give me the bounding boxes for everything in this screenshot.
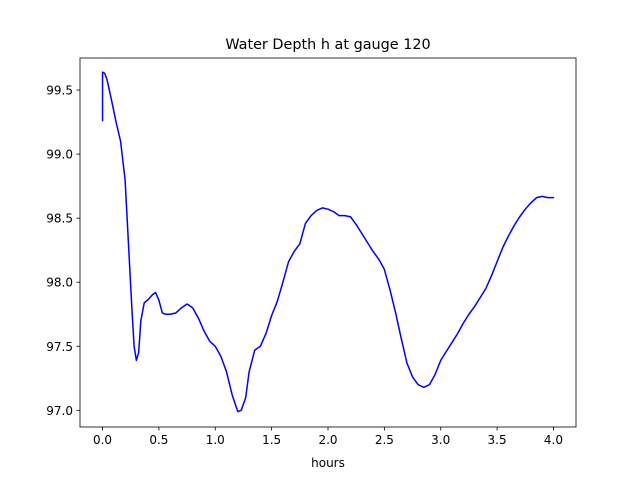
y-tick-label: 97.5 [46, 340, 73, 354]
x-axis: 0.0 0.5 1.0 1.5 2.0 2.5 3.0 3.5 4.0 [93, 427, 563, 447]
y-axis: 97.0 97.5 98.0 98.5 99.0 99.5 [46, 84, 80, 418]
y-tick-label: 98.0 [46, 276, 73, 290]
y-tick-label: 97.0 [46, 404, 73, 418]
x-tick-label: 1.0 [206, 433, 225, 447]
plot-area [79, 57, 577, 428]
x-tick-label: 0.0 [93, 433, 112, 447]
x-tick-label: 1.5 [262, 433, 281, 447]
x-axis-label: hours [311, 456, 345, 470]
y-tick-label: 98.5 [46, 212, 73, 226]
y-tick-label: 99.5 [46, 84, 73, 98]
axes-frame [79, 57, 577, 428]
x-tick-label: 2.5 [375, 433, 394, 447]
x-tick-label: 4.0 [544, 433, 563, 447]
series-line-0 [101, 71, 555, 413]
chart-title: Water Depth h at gauge 120 [225, 37, 430, 53]
x-tick-label: 2.0 [318, 433, 337, 447]
x-tick-label: 0.5 [149, 433, 168, 447]
x-tick-label: 3.5 [488, 433, 507, 447]
x-tick-label: 3.0 [431, 433, 450, 447]
y-tick-label: 99.0 [46, 148, 73, 162]
